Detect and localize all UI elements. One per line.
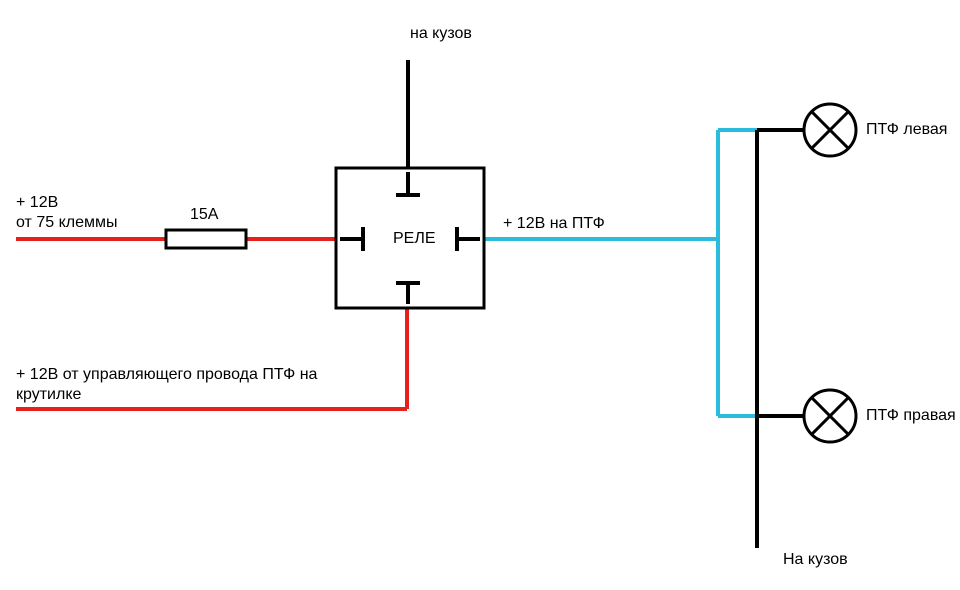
label-control-line1: + 12В от управляющего провода ПТФ на (16, 366, 317, 384)
label-bottom-ground: На кузов (783, 551, 848, 569)
label-output-12v: + 12В на ПТФ (503, 215, 605, 233)
label-lamp-left: ПТФ левая (866, 121, 947, 139)
label-input-12v-line1: + 12В (16, 194, 58, 212)
label-lamp-right: ПТФ правая (866, 407, 956, 425)
label-relay: РЕЛЕ (393, 230, 436, 248)
circuit-diagram (0, 0, 960, 590)
fuse-box (166, 230, 246, 248)
label-input-12v-line2: от 75 клеммы (16, 214, 117, 232)
label-top-ground: на кузов (410, 25, 472, 43)
label-fuse: 15А (190, 206, 218, 224)
label-control-line2: крутилке (16, 386, 81, 404)
